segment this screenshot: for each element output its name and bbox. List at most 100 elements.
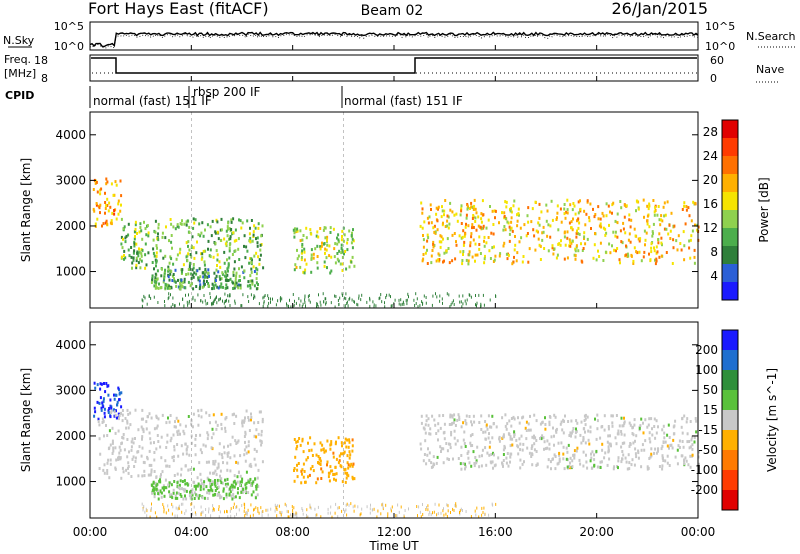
data-cell [239,283,242,287]
data-cell [144,242,147,246]
data-cell [153,441,155,445]
data-cell [464,299,466,303]
data-cell [639,424,642,428]
data-cell [488,432,490,436]
data-cell [628,232,631,236]
data-cell [93,406,96,410]
data-cell [659,223,662,227]
data-cell [179,423,182,427]
data-cell [625,244,627,248]
data-cell [586,199,589,203]
data-cell [185,241,188,245]
data-cell [341,250,344,254]
data-cell [670,443,673,447]
data-cell [214,241,217,245]
data-cell [116,400,119,404]
data-cell [110,411,113,415]
data-cell [141,435,144,439]
data-cell [225,275,228,279]
data-cell [300,469,303,473]
data-cell [218,452,221,456]
colorbar-tick-label: 4 [710,269,718,283]
data-cell [178,251,181,255]
data-cell [620,445,623,449]
data-cell [299,303,301,307]
data-cell [120,217,123,221]
data-cell [220,412,223,416]
data-cell [461,235,464,239]
data-cell [563,235,566,239]
data-cell [216,492,219,496]
data-cell [222,285,224,289]
data-cell [234,495,237,499]
data-cell [199,275,202,279]
data-cell [220,477,223,481]
data-cell [453,509,455,512]
data-cell [134,230,137,234]
data-cell [629,225,632,229]
data-cell [134,235,136,238]
data-cell [630,463,633,467]
data-cell [502,433,505,437]
data-cell [671,262,674,265]
data-cell [493,245,495,249]
data-cell [375,304,377,308]
data-cell [655,419,658,423]
data-cell [230,514,232,518]
colorbar-tick-label: 24 [703,149,718,163]
data-cell [140,254,143,258]
data-cell [222,299,223,303]
data-cell [149,437,152,441]
data-cell [555,430,558,434]
data-cell [214,459,217,463]
data-cell [453,303,455,306]
data-cell [620,240,623,244]
data-cell [346,238,349,241]
data-cell [103,471,106,475]
data-cell [207,239,210,243]
data-cell [519,458,522,462]
data-cell [462,421,465,425]
data-cell [237,470,240,474]
data-cell [603,428,606,432]
data-cell [187,268,190,271]
data-cell [127,248,130,252]
data-cell [427,504,429,508]
data-cell [650,246,653,250]
data-cell [350,260,353,264]
data-cell [666,200,669,204]
data-cell [301,245,304,249]
data-cell [206,223,209,227]
data-cell [634,234,637,238]
data-cell [214,484,217,488]
data-cell [203,260,206,264]
data-cell [508,232,511,236]
data-cell [527,422,530,426]
data-cell [141,437,143,441]
data-cell [683,414,686,418]
data-cell [332,473,335,476]
data-cell [224,270,227,274]
data-cell [672,438,675,442]
data-cell [569,461,571,465]
data-cell [484,420,487,423]
power-colorbar-label: Power [dB] [757,177,771,242]
data-cell [201,252,204,256]
x-tick-label: 08:00 [275,525,310,539]
data-cell [114,446,117,450]
data-cell [463,442,466,445]
data-cell [178,285,181,289]
data-cell [237,487,239,491]
data-cell [107,458,110,462]
data-cell [472,238,475,242]
data-cell [219,228,222,232]
data-cell [622,424,625,428]
data-cell [102,468,105,472]
data-cell [448,423,451,426]
data-cell [121,409,124,412]
data-cell [502,244,505,248]
data-cell [664,440,667,444]
data-cell [310,270,313,274]
data-cell [568,464,571,468]
data-cell [571,465,574,469]
